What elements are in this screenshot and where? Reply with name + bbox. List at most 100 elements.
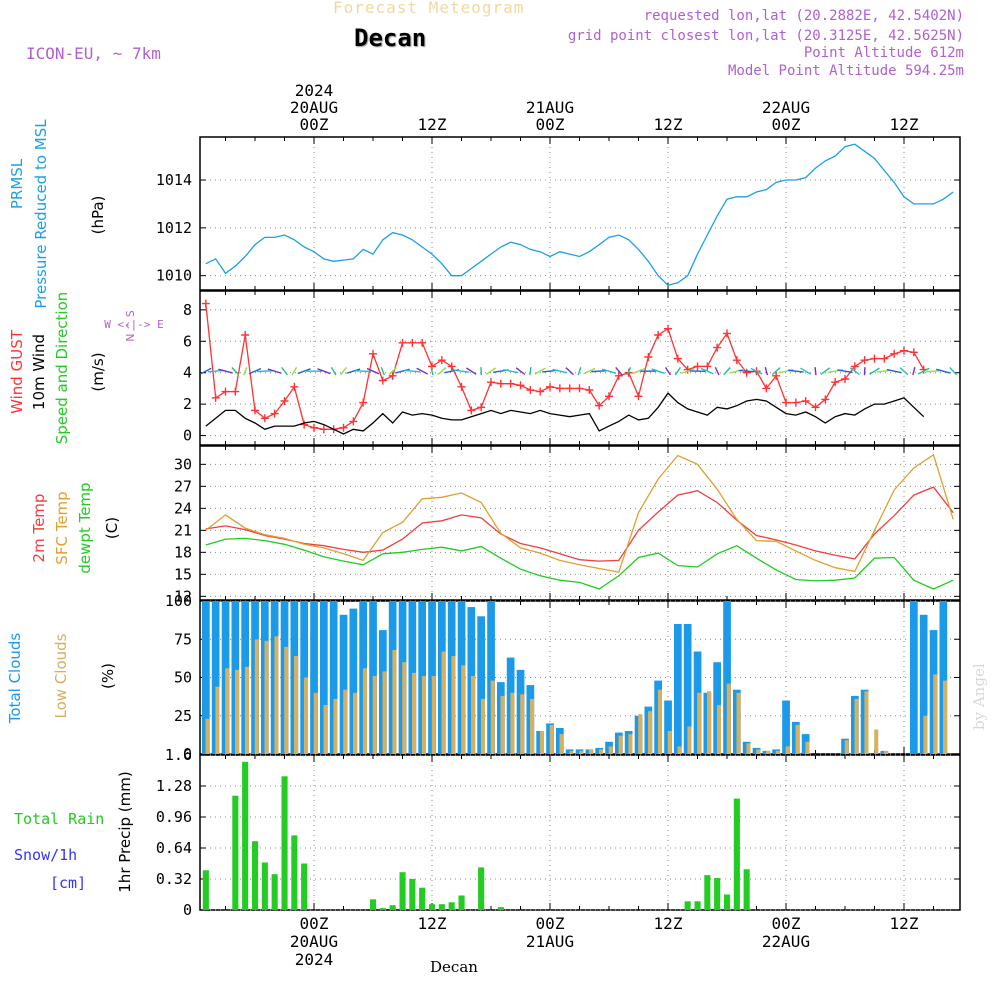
time-label-bottom: 00Z [772, 914, 801, 933]
wind-direction-arrow [925, 369, 942, 373]
bar-rain [694, 901, 701, 910]
wind-direction-arrow [281, 366, 288, 376]
bar-low_clouds [431, 676, 436, 754]
gust-marker [801, 397, 810, 405]
wind-direction-arrow [340, 366, 347, 376]
bar-total_clouds [329, 601, 338, 754]
bar-low_clouds [480, 698, 485, 754]
bar-rain [261, 862, 268, 910]
y-tick-label: 1014 [156, 171, 192, 189]
wind-direction-arrow [430, 367, 434, 376]
bar-low_clouds [353, 692, 358, 754]
gust-marker [585, 386, 594, 394]
wind-direction-arrow [714, 366, 720, 376]
bar-total_clouds [339, 614, 348, 754]
y-tick-label: 24 [174, 499, 192, 517]
wind-direction-arrow [632, 367, 645, 375]
bar-rain [438, 904, 445, 910]
bar-total_clouds [910, 601, 918, 754]
bar-low_clouds [736, 692, 741, 754]
label-snow-unit: [cm] [50, 874, 86, 892]
bar-rain [379, 908, 386, 910]
wind-direction-arrow [949, 367, 958, 376]
location-title: Decan [354, 24, 427, 52]
wind-direction-arrow [814, 367, 817, 376]
y-tick-label: 1.28 [156, 777, 192, 795]
wind-direction-arrow [466, 367, 477, 375]
bar-low_clouds [805, 741, 810, 754]
gust-marker [231, 387, 240, 396]
wind-direction-arrow [750, 367, 763, 375]
gust-marker [644, 353, 653, 361]
y-tick-label: 21 [174, 521, 192, 539]
label-2m-temp: 2m Temp [30, 494, 48, 563]
panel-wind [200, 291, 961, 446]
wind-direction-arrow [317, 368, 331, 375]
bar-low_clouds [657, 689, 662, 754]
bar-low_clouds [303, 677, 308, 754]
wind-direction-arrow [330, 366, 337, 376]
gust-marker [211, 393, 220, 402]
gust-marker [339, 423, 348, 432]
time-label-bottom: 2024 [295, 950, 334, 969]
bar-rain [242, 761, 249, 910]
y-tick-label: 1.6 [165, 746, 192, 764]
y-tick-label: 100 [165, 592, 192, 610]
bar-low_clouds [628, 734, 633, 754]
gust-marker [359, 398, 368, 407]
wind-direction-arrow [388, 367, 397, 376]
bar-low_clouds [844, 740, 849, 754]
model-label: ICON-EU, ~ 7km [26, 44, 161, 63]
bar-low_clouds [598, 749, 603, 754]
bar-low_clouds [520, 694, 525, 754]
gust-marker [831, 378, 840, 387]
bar-total_clouds [782, 700, 790, 754]
bar-total_clouds [211, 601, 220, 754]
y-tick-label: 15 [174, 565, 192, 583]
label-precip-unit: 1hr Precip (mm) [116, 771, 134, 892]
gust-marker [860, 356, 869, 365]
gust-marker [388, 371, 397, 380]
wind-direction-arrow [515, 367, 526, 376]
gust-marker [673, 354, 682, 363]
bar-low_clouds [667, 731, 672, 754]
y-tick-label: 30 [174, 455, 192, 473]
bar-low_clouds [461, 665, 466, 754]
bar-low_clouds [471, 676, 476, 754]
bar-low_clouds [677, 746, 682, 754]
gust-marker [310, 423, 318, 432]
wind-direction-arrow [503, 369, 519, 374]
bar-low_clouds [864, 691, 869, 754]
wind-direction-arrow [565, 367, 574, 376]
gust-marker [654, 331, 663, 339]
wind-direction-arrow [291, 366, 298, 376]
wind-direction-arrow [380, 366, 386, 376]
gust-marker [723, 329, 731, 338]
bar-rain [684, 901, 691, 910]
gust-marker [821, 395, 830, 404]
gust-marker [880, 354, 889, 363]
bar-low_clouds [235, 669, 240, 754]
bar-low_clouds [785, 746, 790, 754]
gust-marker [595, 401, 604, 410]
y-tick-label: 1012 [156, 219, 192, 237]
gust-marker [890, 349, 899, 358]
wind-direction-arrow [764, 366, 769, 376]
wind-direction-arrow [787, 369, 804, 373]
gust-marker [447, 362, 456, 371]
gust-marker [251, 406, 259, 415]
series-line-pressure [205, 143, 954, 286]
series-line-wind [205, 392, 925, 435]
bar-total_clouds [664, 700, 672, 754]
y-tick-label: 0.96 [156, 808, 192, 826]
bar-total_clouds [477, 616, 485, 754]
requested-coords: requested lon,lat (20.2882E, 42.5402N) [643, 8, 964, 24]
y-tick-label: 12 [174, 587, 192, 605]
y-tick-label: 75 [174, 630, 192, 648]
bar-low_clouds [854, 698, 859, 754]
bar-rain [724, 894, 731, 910]
gust-marker [772, 371, 781, 380]
wind-direction-arrow [366, 367, 380, 375]
gust-marker [467, 406, 476, 415]
gust-marker [506, 379, 515, 388]
